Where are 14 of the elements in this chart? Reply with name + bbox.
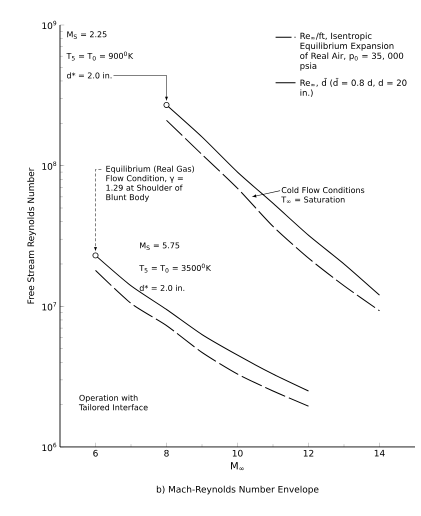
x-tick-label: 12 bbox=[304, 450, 314, 456]
y-axis-title: Free Stream Reynolds Number bbox=[27, 168, 36, 304]
x-tick-label: 8 bbox=[164, 450, 169, 457]
x-axis-title: M$_{∞}$ bbox=[231, 462, 244, 470]
y-tick-label: 10$^{8}$ bbox=[42, 161, 56, 170]
x-tick-label: 6 bbox=[93, 450, 98, 457]
y-tick-label: 10$^{6}$ bbox=[42, 442, 56, 452]
y-tick-label: 10$^{9}$ bbox=[42, 20, 56, 30]
y-tick-label: 10$^{7}$ bbox=[42, 302, 56, 310]
text: b) Mach-Reynolds Number Envelope bbox=[156, 486, 318, 494]
text: Re$_{∞}$/ft, Isentropic Equilibrium Expansion of Real Air, p$_{0}$ = 35, 000 psia bbox=[300, 32, 404, 71]
legend-label: Re$_{∞}$, d̄ (d̄ = 0.8 d, d = 20 in.) bbox=[300, 78, 406, 97]
x-tick-label: 14 bbox=[374, 450, 385, 456]
x-tick-label: 10 bbox=[232, 450, 243, 457]
